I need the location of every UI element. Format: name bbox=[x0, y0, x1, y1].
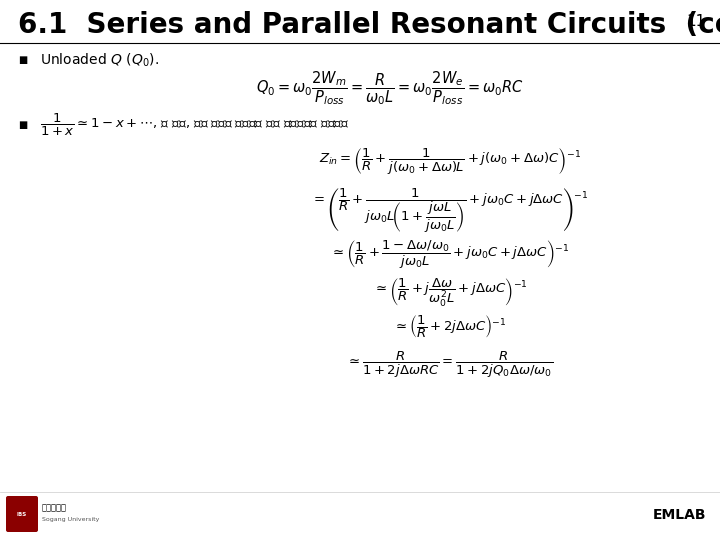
Text: $\dfrac{1}{1+x} \simeq 1 - x + \cdots$, 을 이용, 공진 주파수 근처에서 입력 임피던스를 나타내면: $\dfrac{1}{1+x} \simeq 1 - x + \cdots$, … bbox=[40, 112, 349, 138]
Text: 11: 11 bbox=[687, 14, 706, 29]
Text: $Z_{in} = \left(\dfrac{1}{R} + \dfrac{1}{j(\omega_0+\Delta\omega)L} + j(\omega_0: $Z_{in} = \left(\dfrac{1}{R} + \dfrac{1}… bbox=[319, 147, 581, 177]
Text: $\simeq \dfrac{R}{1 + 2j\Delta\omega RC} = \dfrac{R}{1 + 2jQ_0\Delta\omega/\omeg: $\simeq \dfrac{R}{1 + 2j\Delta\omega RC}… bbox=[346, 350, 554, 380]
Text: $\simeq \left(\dfrac{1}{R} + 2j\Delta\omega C\right)^{-1}$: $\simeq \left(\dfrac{1}{R} + 2j\Delta\om… bbox=[393, 314, 507, 341]
Text: $\simeq \left(\dfrac{1}{R} + j\dfrac{\Delta\omega}{\omega_0^2 L} + j\Delta\omega: $\simeq \left(\dfrac{1}{R} + j\dfrac{\De… bbox=[372, 276, 528, 308]
FancyBboxPatch shape bbox=[6, 496, 38, 532]
Text: $= \left(\dfrac{1}{R} + \dfrac{1}{j\omega_0 L\!\left(1 + \dfrac{j\omega L}{j\ome: $= \left(\dfrac{1}{R} + \dfrac{1}{j\omeg… bbox=[311, 186, 589, 234]
Text: 서강대학교: 서강대학교 bbox=[42, 503, 67, 512]
Text: ■: ■ bbox=[18, 55, 27, 65]
Text: $Q_0 = \omega_0\dfrac{2W_m}{P_{loss}} = \dfrac{R}{\omega_0 L} = \omega_0\dfrac{2: $Q_0 = \omega_0\dfrac{2W_m}{P_{loss}} = … bbox=[256, 69, 524, 107]
Text: $\simeq \left(\dfrac{1}{R} + \dfrac{1-\Delta\omega/\omega_0}{j\omega_0 L} + j\om: $\simeq \left(\dfrac{1}{R} + \dfrac{1-\D… bbox=[330, 239, 570, 271]
Text: ■: ■ bbox=[18, 120, 27, 130]
Text: IBS: IBS bbox=[17, 511, 27, 516]
Text: Sogang University: Sogang University bbox=[42, 517, 99, 523]
Text: 6.1  Series and Parallel Resonant Circuits  (cont’d): 6.1 Series and Parallel Resonant Circuit… bbox=[18, 11, 720, 39]
Text: EMLAB: EMLAB bbox=[652, 508, 706, 522]
Text: Unloaded $Q$ ($Q_0$).: Unloaded $Q$ ($Q_0$). bbox=[40, 51, 159, 69]
